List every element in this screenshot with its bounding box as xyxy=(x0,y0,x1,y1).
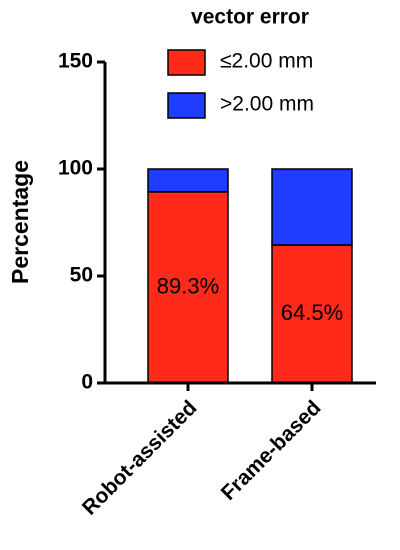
y-tick-label: 0 xyxy=(81,371,93,394)
legend-swatch xyxy=(167,92,206,119)
legend-label: ≤2.00 mm xyxy=(220,50,313,73)
bar-segment xyxy=(147,191,229,384)
y-tick-label: 150 xyxy=(58,50,93,73)
bar-segment xyxy=(147,168,229,193)
x-tick-label: Robot-assisted xyxy=(78,396,202,520)
legend-swatch xyxy=(167,49,206,76)
value-label: 89.3% xyxy=(157,273,219,298)
bar-segment xyxy=(271,168,353,246)
x-tick-label: Frame-based xyxy=(217,396,326,505)
y-tick-label: 50 xyxy=(70,264,93,287)
value-label: 64.5% xyxy=(281,300,343,325)
y-tick-label: 100 xyxy=(58,157,93,180)
y-axis-label: Percentage xyxy=(7,160,33,284)
legend-title: vector error xyxy=(191,6,309,29)
legend-label: >2.00 mm xyxy=(220,93,314,116)
